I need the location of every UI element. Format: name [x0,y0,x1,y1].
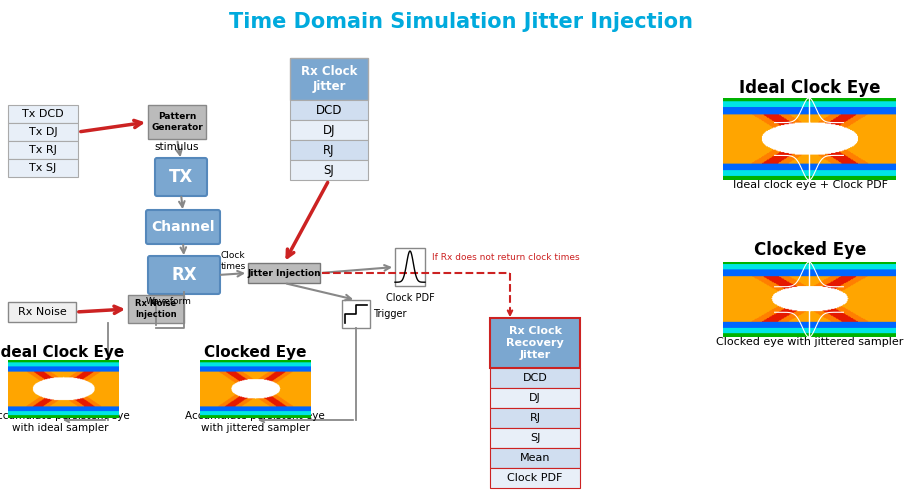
Text: Rx Clock
Recovery
Jitter: Rx Clock Recovery Jitter [506,326,564,360]
Text: Tx SJ: Tx SJ [30,163,56,173]
Text: Accumulate persistent eye
with ideal sampler: Accumulate persistent eye with ideal sam… [0,411,130,433]
Bar [395,248,425,286]
Text: Trigger: Trigger [373,309,407,319]
Text: Clocked eye with jittered sampler: Clocked eye with jittered sampler [716,337,904,347]
Text: Accumulate persistent eye
with jittered sampler: Accumulate persistent eye with jittered … [185,411,325,433]
Text: Time Domain Simulation Jitter Injection: Time Domain Simulation Jitter Injection [229,12,693,32]
Bar [490,408,580,428]
Bar [490,368,580,388]
Bar [342,300,370,328]
Text: SJ: SJ [530,433,540,443]
Text: RJ: RJ [324,144,335,157]
Text: Clock PDF: Clock PDF [507,473,562,483]
FancyBboxPatch shape [155,158,207,196]
Bar [290,100,368,120]
Text: Channel: Channel [151,220,215,234]
Text: DJ: DJ [529,393,541,403]
Text: Ideal Clock Eye: Ideal Clock Eye [739,79,881,97]
Bar [490,428,580,448]
Bar [8,159,78,177]
Text: Tx DJ: Tx DJ [29,127,57,137]
Bar [290,160,368,180]
FancyBboxPatch shape [148,256,220,294]
Text: Clocked Eye: Clocked Eye [204,344,306,359]
Text: DJ: DJ [323,123,336,137]
Bar [490,468,580,488]
Text: Ideal Clock Eye: Ideal Clock Eye [0,344,124,359]
Bar [148,105,206,139]
Text: stimulus: stimulus [155,142,199,152]
FancyBboxPatch shape [146,210,220,244]
Text: Tx DCD: Tx DCD [22,109,64,119]
Text: Tx RJ: Tx RJ [30,145,57,155]
Text: DCD: DCD [523,373,548,383]
Text: DCD: DCD [315,103,342,116]
Text: Jitter Injection: Jitter Injection [247,268,321,277]
Text: Waveform: Waveform [146,296,192,305]
Bar [490,448,580,468]
Text: If Rx does not return clock times: If Rx does not return clock times [432,252,580,261]
Text: TX: TX [169,168,193,186]
Text: RX: RX [171,266,196,284]
Bar [248,263,320,283]
Bar [290,140,368,160]
Text: Rx Noise
Injection: Rx Noise Injection [136,299,177,319]
Bar [290,120,368,140]
Bar [8,123,78,141]
Text: Rx Clock
Jitter: Rx Clock Jitter [301,65,357,93]
Text: Rx Noise: Rx Noise [18,307,66,317]
Bar [128,295,184,323]
Text: SJ: SJ [324,164,335,177]
Bar [8,141,78,159]
Bar [490,318,580,368]
Bar [290,58,368,100]
Text: RJ: RJ [529,413,540,423]
Text: Mean: Mean [520,453,550,463]
Bar [8,105,78,123]
Bar [490,388,580,408]
Bar [8,302,76,322]
Text: Ideal clock eye + Clock PDF: Ideal clock eye + Clock PDF [732,180,888,190]
Text: Clocked Eye: Clocked Eye [754,241,866,259]
Text: Clock
times: Clock times [220,251,245,270]
Text: Pattern
Generator: Pattern Generator [151,112,203,132]
Text: Clock PDF: Clock PDF [385,293,434,303]
